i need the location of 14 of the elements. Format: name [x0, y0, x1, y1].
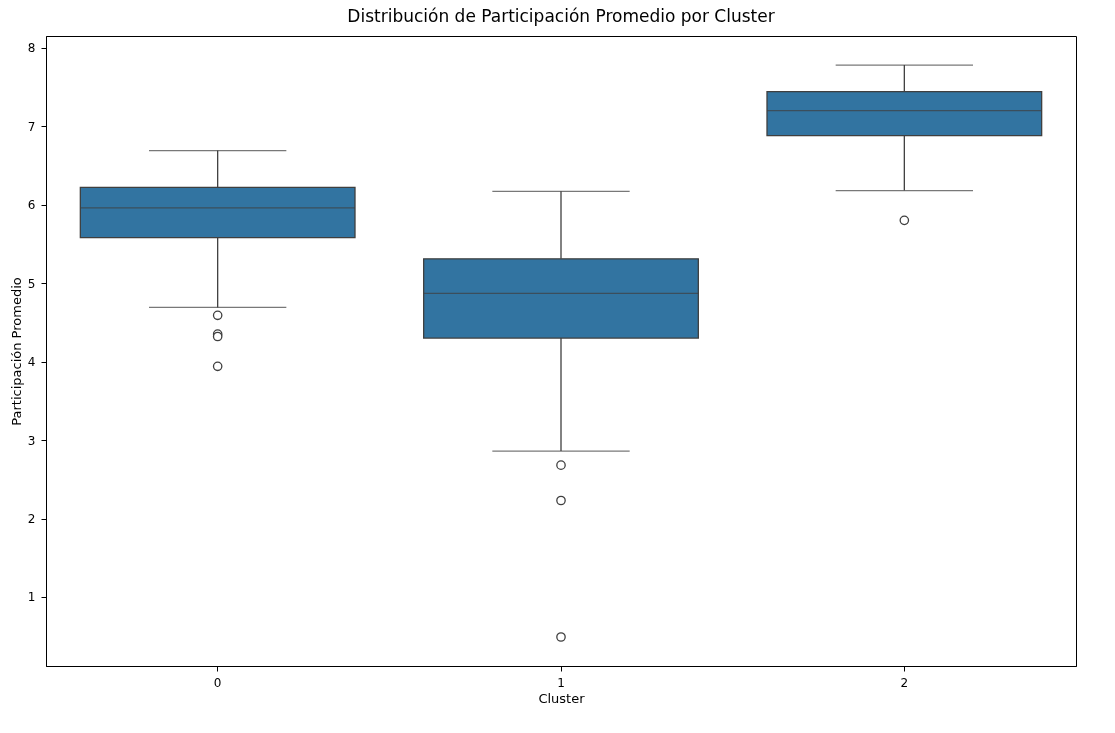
y-tick-label: 8 — [27, 41, 36, 56]
y-tick-label: 5 — [27, 276, 36, 291]
x-axis-title: Cluster — [538, 690, 586, 706]
y-tick-label: 7 — [27, 119, 36, 134]
y-tick-label: 2 — [27, 512, 36, 526]
x-tick-label: 0 — [213, 675, 222, 690]
y-tick-label: 3 — [27, 433, 36, 448]
chart-title: Distribución de Participación Promedio por Cluster — [347, 6, 775, 26]
x-tick-label: 1 — [557, 675, 565, 690]
y-tick-label: 6 — [27, 198, 36, 213]
x-tick-label: 2 — [900, 675, 909, 690]
y-tick-label: 4 — [27, 355, 36, 370]
y-axis-title: Participación Promedio — [8, 277, 24, 426]
y-tick-label: 1 — [27, 590, 36, 605]
